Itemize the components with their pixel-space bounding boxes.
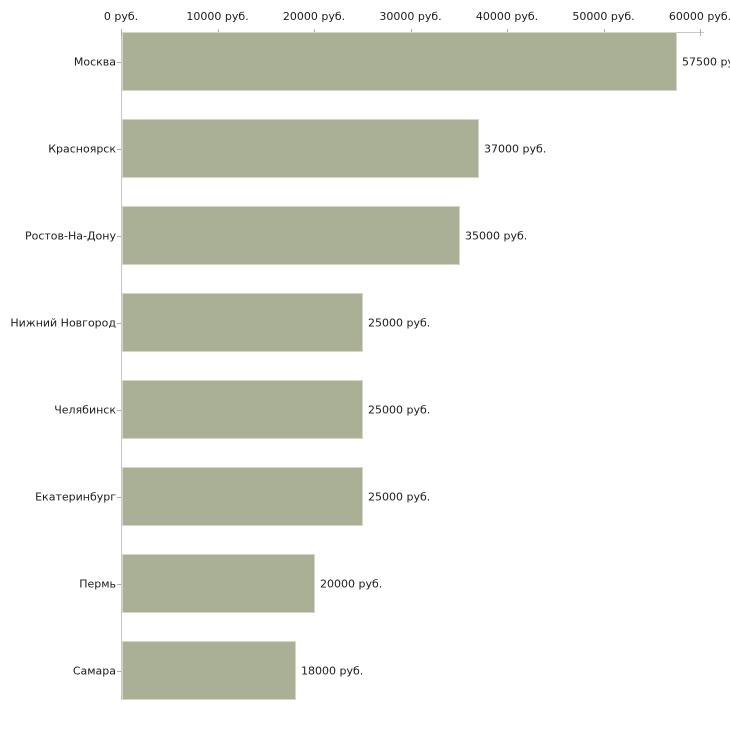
x-axis-tick-label: 40000 руб. — [475, 10, 539, 23]
bar — [122, 554, 315, 613]
x-axis-tick-label: 30000 руб. — [379, 10, 442, 23]
bar — [122, 206, 460, 265]
category-label: Ростов-На-Дону — [24, 229, 116, 242]
x-axis-tick-mark — [121, 29, 122, 36]
value-label: 25000 руб. — [368, 403, 431, 416]
x-axis-tick-label: 60000 руб. — [668, 10, 730, 23]
category-label: Самара — [72, 664, 116, 677]
x-axis-tick-label: 50000 руб. — [572, 10, 635, 23]
category-tick-mark — [117, 583, 121, 585]
category-label: Челябинск — [54, 403, 116, 416]
category-label: Москва — [73, 55, 116, 68]
bar — [122, 293, 363, 352]
category-label: Пермь — [79, 577, 116, 590]
value-label: 25000 руб. — [368, 316, 431, 329]
y-axis-line — [121, 32, 122, 700]
x-axis-tick-mark — [700, 29, 701, 36]
bar — [122, 641, 296, 700]
bar — [122, 32, 677, 91]
category-tick-mark — [117, 409, 121, 411]
value-label: 37000 руб. — [484, 142, 547, 155]
bar — [122, 119, 479, 178]
bar — [122, 467, 363, 526]
category-tick-mark — [117, 670, 121, 672]
x-axis-tick-label: 10000 руб. — [186, 10, 249, 23]
x-axis-tick-label: 20000 руб. — [282, 10, 346, 23]
category-label: Нижний Новгород — [10, 316, 116, 329]
bar — [122, 380, 363, 439]
category-label: Красноярск — [48, 142, 116, 155]
category-tick-mark — [117, 322, 121, 324]
value-label: 25000 руб. — [368, 490, 431, 503]
category-label: Екатеринбург — [35, 490, 116, 503]
value-label: 57500 руб. — [682, 55, 730, 68]
value-label: 35000 руб. — [465, 229, 528, 242]
value-label: 20000 руб. — [320, 577, 383, 590]
x-axis-tick-label: 0 руб. — [103, 10, 139, 23]
category-tick-mark — [117, 496, 121, 498]
value-label: 18000 руб. — [301, 664, 364, 677]
category-tick-mark — [117, 235, 121, 237]
category-tick-mark — [117, 61, 121, 63]
category-tick-mark — [117, 148, 121, 150]
